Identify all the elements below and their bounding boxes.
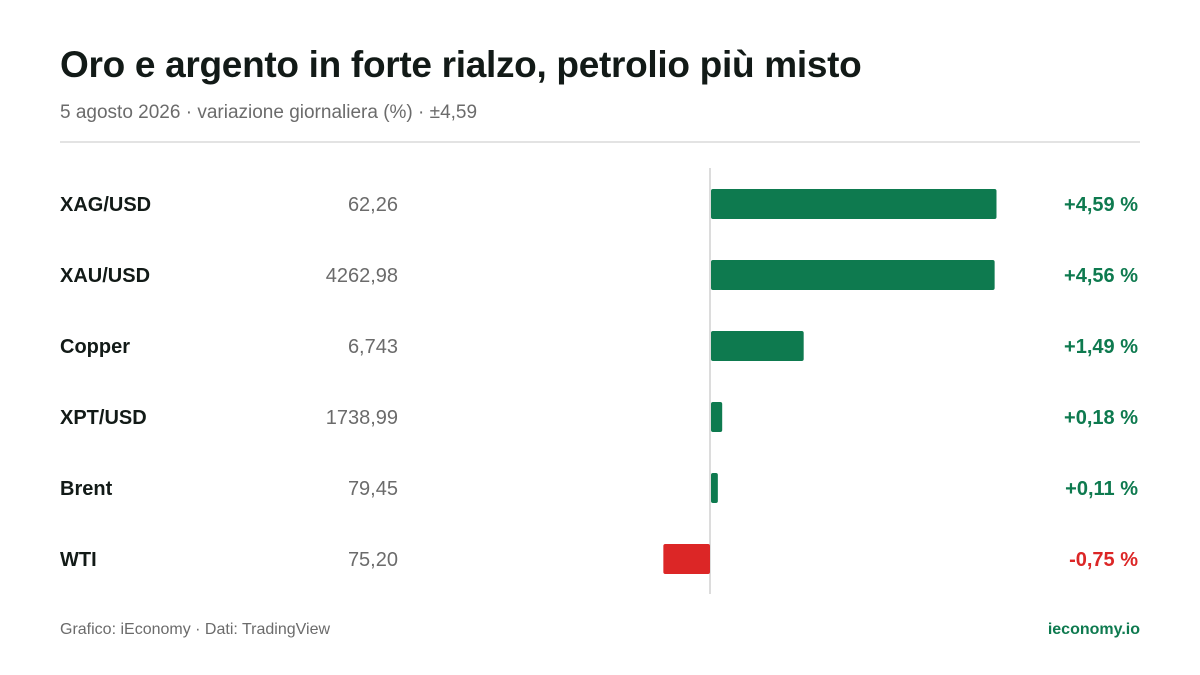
- bar: [663, 544, 710, 574]
- value-label: +4,56 %: [1064, 265, 1138, 287]
- bar: [711, 402, 723, 432]
- value-label: +0,18 %: [1064, 407, 1138, 429]
- value-label: -0,75 %: [1069, 549, 1138, 571]
- price-label: 1738,99: [326, 407, 398, 429]
- header-divider: [60, 141, 1140, 143]
- value-label: +0,11 %: [1065, 478, 1138, 500]
- bar: [711, 260, 995, 290]
- source-credit: Grafico: iEconomy · Dati: TradingView: [60, 621, 331, 638]
- chart-title: Oro e argento in forte rialzo, petrolio …: [60, 44, 862, 85]
- category-label: XAU/USD: [60, 265, 150, 287]
- value-label: +1,49 %: [1064, 336, 1138, 358]
- price-label: 4262,98: [326, 265, 398, 287]
- bar: [711, 331, 804, 361]
- brand-link[interactable]: ieconomy.io: [1047, 621, 1140, 638]
- category-label: XPT/USD: [60, 407, 147, 429]
- price-label: 6,743: [348, 336, 398, 358]
- price-label: 62,26: [348, 194, 398, 216]
- value-label: +4,59 %: [1064, 194, 1138, 216]
- category-label: XAG/USD: [60, 194, 151, 216]
- category-label: WTI: [60, 549, 97, 571]
- bar: [711, 473, 718, 503]
- category-label: Brent: [60, 478, 113, 500]
- category-label: Copper: [60, 336, 130, 358]
- price-label: 79,45: [348, 478, 398, 500]
- bar: [711, 189, 997, 219]
- chart-subtitle: 5 agosto 2026 · variazione giornaliera (…: [60, 102, 478, 123]
- price-label: 75,20: [348, 549, 398, 571]
